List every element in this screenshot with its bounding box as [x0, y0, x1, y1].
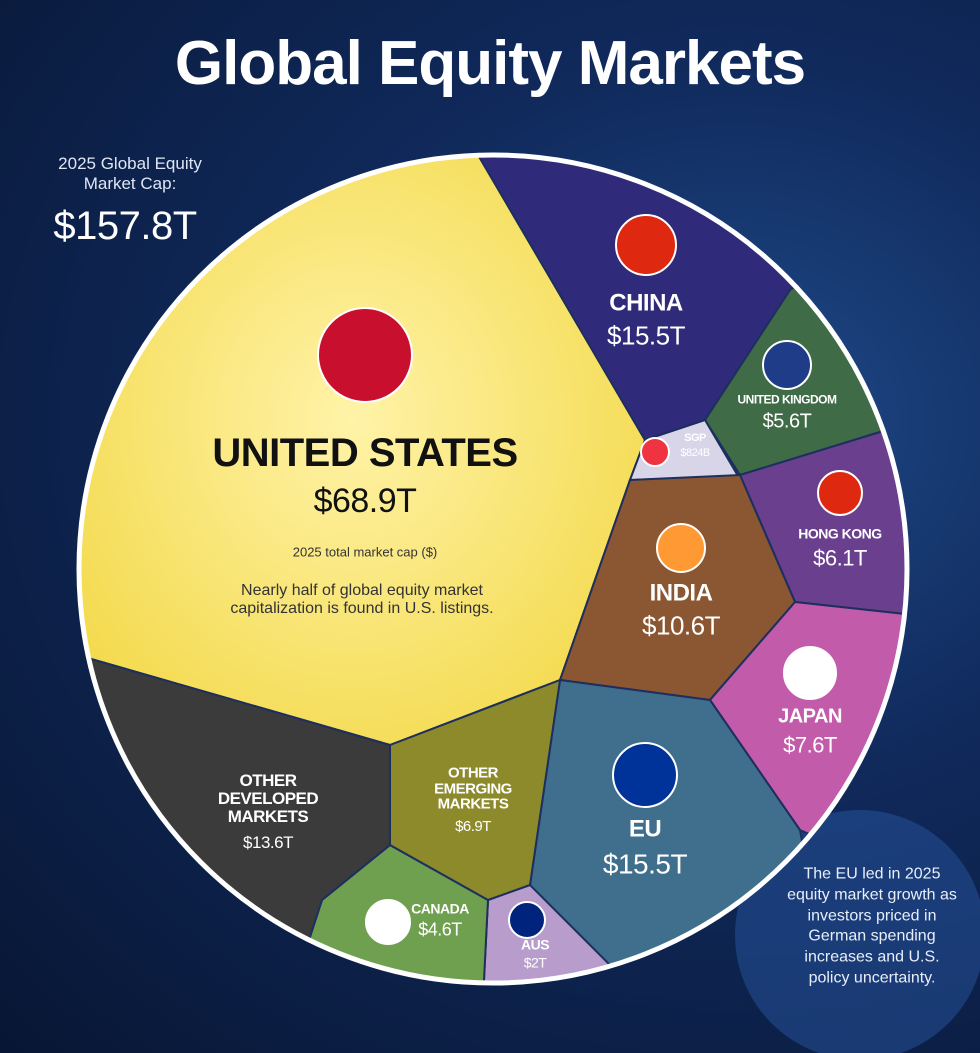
flag — [365, 899, 411, 945]
category-label: CANADA — [411, 900, 469, 917]
category-label: OTHER EMERGING MARKETS — [434, 764, 512, 813]
flag — [615, 214, 677, 276]
category-label: INDIA — [649, 578, 713, 606]
value-label: $7.6T — [783, 732, 837, 758]
flag — [508, 901, 546, 939]
chart-title: Global Equity Markets — [174, 29, 806, 98]
category-label: HONG KONG — [798, 525, 882, 542]
eu-note: The EU led in 2025 equity market growth … — [787, 865, 957, 987]
flag — [640, 437, 670, 467]
category-label: UNITED STATES — [212, 430, 518, 475]
value-label: $10.6T — [642, 610, 720, 641]
flag — [783, 646, 837, 700]
value-label: $68.9T — [313, 482, 417, 521]
total-value: $157.8T — [53, 204, 197, 248]
category-label: AUS — [520, 936, 550, 953]
value-label: $15.5T — [607, 320, 685, 351]
value-label: $6.1T — [813, 545, 867, 571]
flag — [817, 470, 863, 516]
category-label: UNITED KINGDOM — [737, 392, 838, 407]
value-label: $824B — [680, 446, 710, 459]
value-label: $13.6T — [243, 832, 293, 852]
us-note: Nearly half of global equity market capi… — [230, 582, 494, 617]
category-label: JAPAN — [778, 705, 842, 727]
category-label: EU — [628, 815, 662, 843]
category-label: OTHER DEVELOPED MARKETS — [217, 771, 319, 827]
us-caption: 2025 total market cap ($) — [292, 544, 438, 560]
value-label: $2T — [523, 955, 547, 972]
note-backdrop — [735, 810, 980, 1053]
value-label: $6.9T — [455, 818, 491, 836]
disc-border — [76, 152, 910, 986]
flag — [317, 307, 413, 403]
flag — [656, 523, 706, 573]
value-label: $15.5T — [602, 848, 688, 880]
value-label: $5.6T — [762, 410, 812, 433]
value-label: $4.6T — [418, 919, 462, 940]
category-label: CHINA — [609, 288, 683, 316]
flag — [762, 340, 812, 390]
flag — [612, 742, 678, 808]
category-label: SGP — [684, 431, 706, 444]
flags — [317, 214, 863, 945]
total-caption: 2025 Global Equity Market Cap: — [58, 154, 202, 193]
